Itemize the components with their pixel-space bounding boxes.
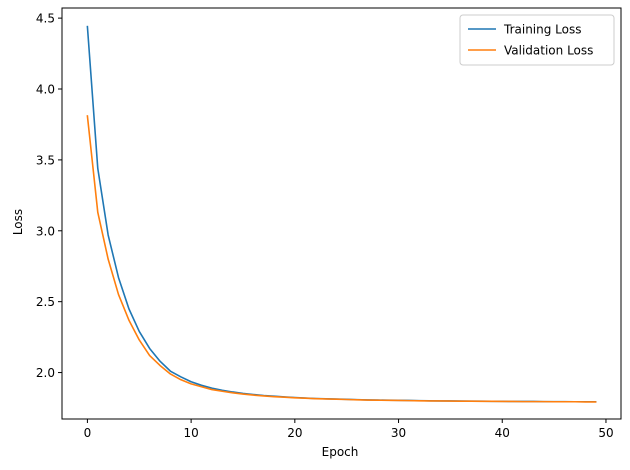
legend: Training Loss Validation Loss	[459, 14, 615, 66]
legend-label: Validation Loss	[504, 44, 593, 58]
plot-background	[62, 8, 621, 419]
legend-box	[459, 14, 615, 66]
series-layer	[86, 25, 597, 403]
y-axis-label: Loss	[11, 209, 25, 235]
axes-layer: 0 10 20 30 40 50 2.0 2.5 3.0 3.5 4.0 4.5	[36, 7, 622, 440]
x-tick-label: 0	[84, 426, 92, 440]
x-tick-label: 40	[495, 426, 510, 440]
x-tick-label: 30	[391, 426, 406, 440]
x-tick-label: 50	[598, 426, 613, 440]
x-tick-label: 20	[287, 426, 302, 440]
y-tick-label: 2.5	[36, 295, 55, 309]
x-axis-label: Epoch	[322, 445, 359, 459]
y-tick-label: 3.0	[36, 224, 55, 238]
axes-frame	[61, 7, 622, 420]
y-tick-label: 4.5	[36, 12, 55, 26]
series-line-validation-loss	[86, 115, 597, 403]
y-tick-label: 3.5	[36, 153, 55, 167]
y-tick-label: 2.0	[36, 366, 55, 380]
plot-area	[62, 8, 621, 419]
legend-label: Training Loss	[503, 23, 581, 37]
y-tick-label: 4.0	[36, 83, 55, 97]
x-tick-label: 10	[183, 426, 198, 440]
